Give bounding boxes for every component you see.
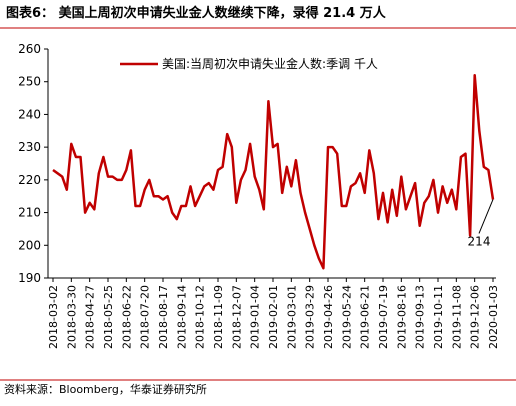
x-tick-label: 2019-03-01 [285,285,298,349]
x-tick-label: 2019-01-04 [249,285,262,349]
x-tick-label: 2019-03-29 [304,285,317,349]
annotation: 214 [468,234,491,248]
x-tick-label: 2019-10-11 [432,285,445,349]
x-tick-label: 2018-03-02 [47,285,60,349]
legend-label: 美国:当周初次申请失业金人数:季调 千人 [162,56,378,71]
x-tick-label: 2019-04-26 [322,285,335,349]
x-tick-label: 2019-05-24 [340,285,353,349]
y-tick-label: 220 [18,173,41,187]
x-tick-label: 2018-06-22 [120,285,133,349]
x-tick-label: 2019-02-01 [267,285,280,349]
x-tick-label: 2019-06-21 [359,285,372,349]
x-tick-label: 2018-08-17 [157,285,170,349]
source: 资料来源：Bloomberg，华泰证券研究所 [4,382,207,396]
x-tick-label: 2018-05-25 [102,285,115,349]
y-tick-label: 230 [18,140,41,154]
y-tick-label: 240 [18,107,41,121]
y-tick-label: 200 [18,238,41,252]
x-tick-label: 2018-11-09 [212,285,225,349]
x-tick-label: 2019-07-19 [377,285,390,349]
y-tick-label: 190 [18,271,41,285]
x-tick-label: 2018-10-12 [194,285,207,349]
annotation-leader [478,199,494,234]
chart-title: 图表6： 美国上周初次申请失业金人数继续下降，录得 21.4 万人 [6,5,387,21]
x-tick-label: 2018-12-07 [230,285,243,349]
y-tick-label: 210 [18,206,41,220]
x-tick-label: 2018-07-20 [139,285,152,349]
x-tick-label: 2019-12-06 [469,285,482,349]
x-tick-label: 2019-09-13 [414,285,427,349]
x-tick-label: 2018-04-27 [84,285,97,349]
series-line [52,73,495,270]
x-tick-label: 2019-08-16 [395,285,408,349]
x-tick-label: 2018-09-14 [175,285,188,349]
x-tick-label: 2020-01-03 [487,285,500,349]
x-tick-label: 2019-11-08 [450,285,463,349]
x-tick-label: 2018-03-30 [65,285,78,349]
y-tick-label: 250 [18,75,41,89]
y-tick-label: 260 [18,42,41,56]
